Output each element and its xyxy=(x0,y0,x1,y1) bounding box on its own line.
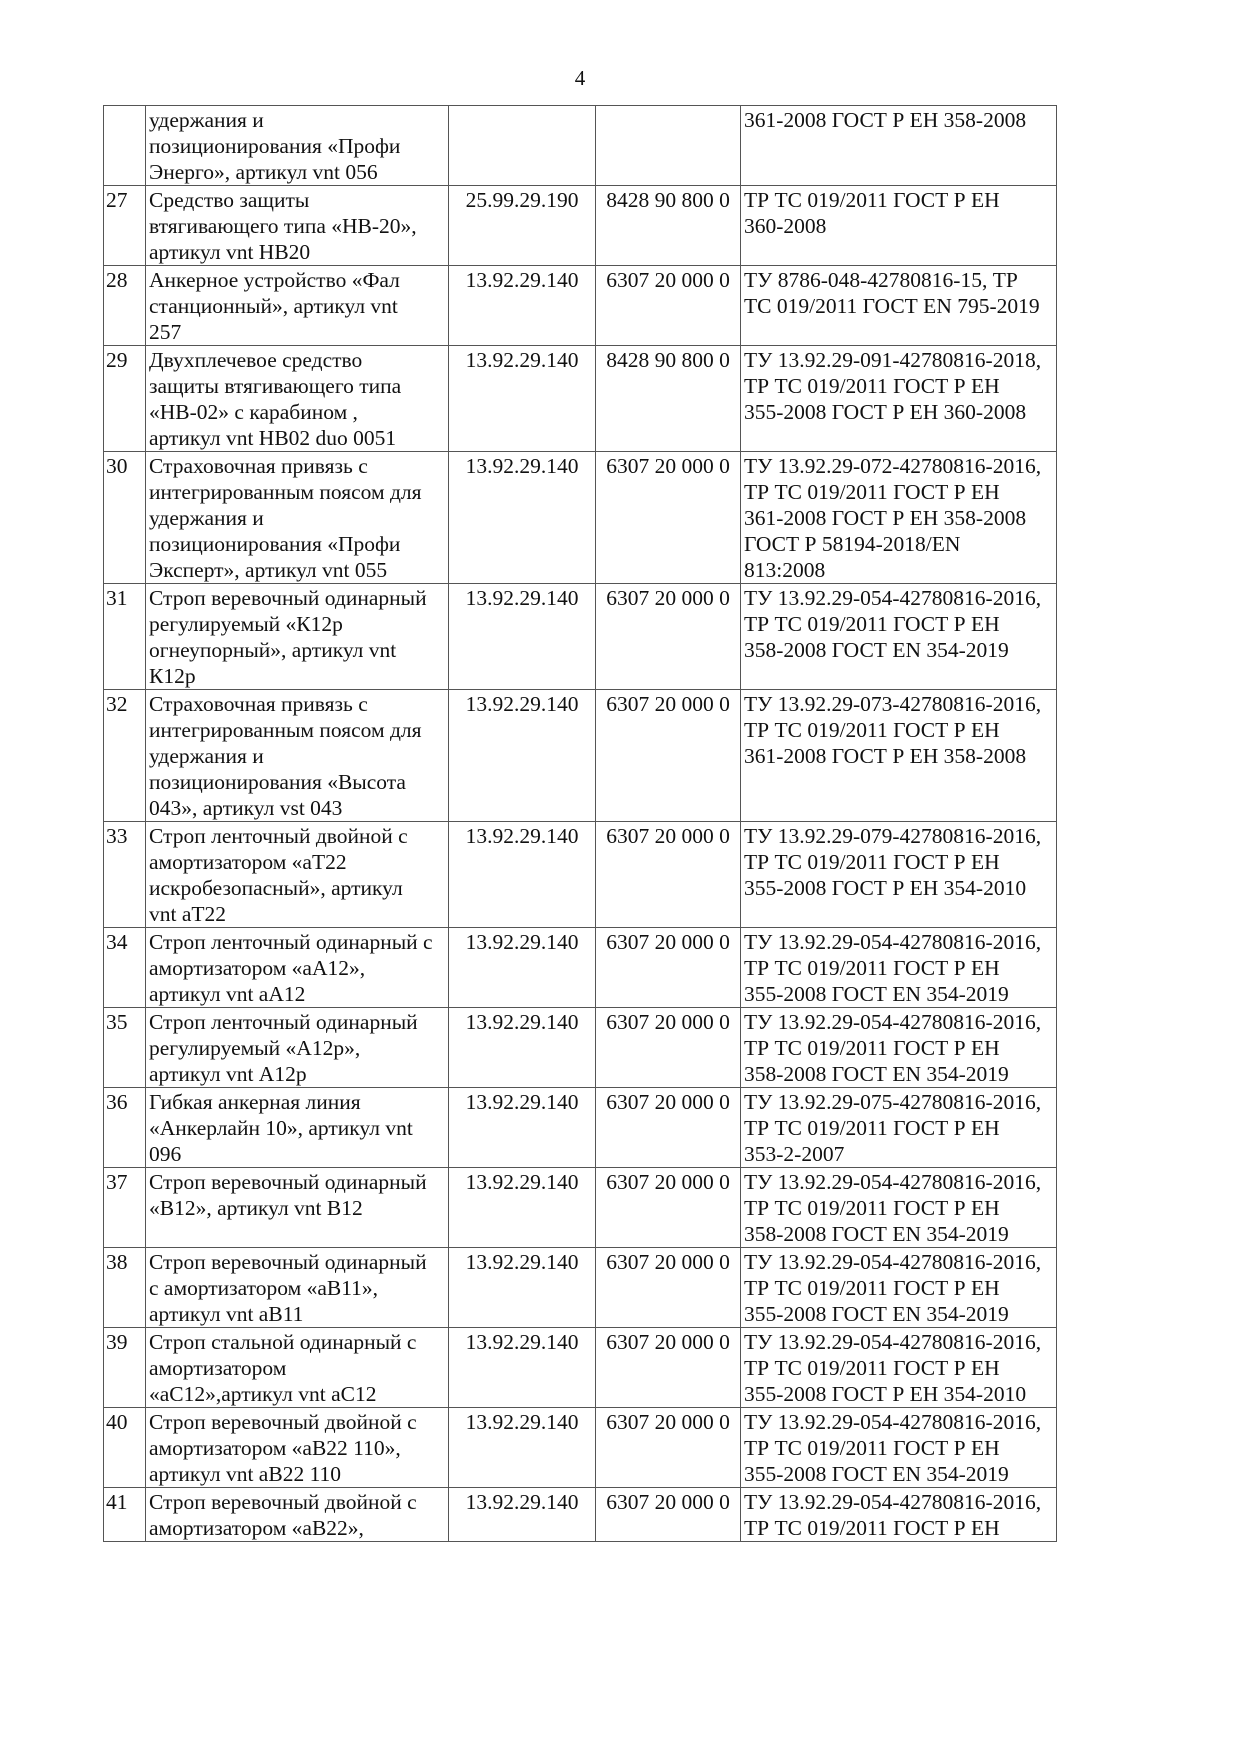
row-number: 36 xyxy=(103,1087,146,1168)
regulatory-documents: ТУ 13.92.29-079-42780816-2016, ТР ТС 019… xyxy=(740,821,1057,928)
product-name: Строп стальной одинарный с амортизатором… xyxy=(145,1327,449,1408)
regulatory-documents: ТУ 13.92.29-073-42780816-2016, ТР ТС 019… xyxy=(740,689,1057,822)
table-row: 30 Страховочная привязь с интегрированным… xyxy=(103,451,1057,584)
okpd-code: 13.92.29.140 xyxy=(448,1087,596,1168)
product-name: Гибкая анкерная линия «Анкерлайн 10», ар… xyxy=(145,1087,449,1168)
table-row: 31 Строп веревочный одинарный регулируемы… xyxy=(103,583,1057,690)
tnved-code: 6307 20 000 0 xyxy=(595,821,741,928)
row-number: 31 xyxy=(103,583,146,690)
regulatory-documents: ТУ 13.92.29-075-42780816-2016, ТР ТС 019… xyxy=(740,1087,1057,1168)
okpd-code: 13.92.29.140 xyxy=(448,689,596,822)
okpd-code: 25.99.29.190 xyxy=(448,185,596,266)
product-name: Строп веревочный двойной с амортизатором… xyxy=(145,1487,449,1542)
regulatory-documents: ТУ 13.92.29-054-42780816-2016, ТР ТС 019… xyxy=(740,1407,1057,1488)
row-number: 29 xyxy=(103,345,146,452)
tnved-code: 6307 20 000 0 xyxy=(595,1087,741,1168)
product-name: удержания и позиционирования «Профи Энер… xyxy=(145,105,449,186)
regulatory-documents: ТУ 13.92.29-054-42780816-2016, ТР ТС 019… xyxy=(740,583,1057,690)
product-name: Двухплечевое средство защиты втягивающег… xyxy=(145,345,449,452)
row-number: 34 xyxy=(103,927,146,1008)
row-number: 27 xyxy=(103,185,146,266)
row-number: 32 xyxy=(103,689,146,822)
okpd-code: 13.92.29.140 xyxy=(448,451,596,584)
okpd-code: 13.92.29.140 xyxy=(448,1407,596,1488)
table-row: 36 Гибкая анкерная линия «Анкерлайн 10», … xyxy=(103,1087,1057,1168)
row-number: 41 xyxy=(103,1487,146,1542)
table-row: 27 Средство защиты втягивающего типа «НВ-… xyxy=(103,185,1057,266)
okpd-code: 13.92.29.140 xyxy=(448,927,596,1008)
row-number: 39 xyxy=(103,1327,146,1408)
tnved-code: 6307 20 000 0 xyxy=(595,1327,741,1408)
tnved-code: 6307 20 000 0 xyxy=(595,1007,741,1088)
product-name: Строп ленточный одинарный с амортизаторо… xyxy=(145,927,449,1008)
tnved-code: 6307 20 000 0 xyxy=(595,1247,741,1328)
product-name: Строп веревочный одинарный с амортизатор… xyxy=(145,1247,449,1328)
regulatory-documents: ТУ 13.92.29-054-42780816-2016, ТР ТС 019… xyxy=(740,1247,1057,1328)
product-name: Строп веревочный двойной с амортизатором… xyxy=(145,1407,449,1488)
row-number: 37 xyxy=(103,1167,146,1248)
product-name: Строп ленточный одинарный регулируемый «… xyxy=(145,1007,449,1088)
table-row: удержания и позиционирования «Профи Энер… xyxy=(103,105,1057,186)
okpd-code xyxy=(448,105,596,186)
product-name: Анкерное устройство «Фал станционный», а… xyxy=(145,265,449,346)
regulatory-documents: 361-2008 ГОСТ Р ЕН 358-2008 xyxy=(740,105,1057,186)
okpd-code: 13.92.29.140 xyxy=(448,1327,596,1408)
regulatory-documents: ТУ 8786-048-42780816-15, ТР ТС 019/2011 … xyxy=(740,265,1057,346)
table-row: 33 Строп ленточный двойной с амортизаторо… xyxy=(103,821,1057,928)
regulatory-documents: ТУ 13.92.29-091-42780816-2018, ТР ТС 019… xyxy=(740,345,1057,452)
tnved-code: 6307 20 000 0 xyxy=(595,451,741,584)
table-row: 40 Строп веревочный двойной с амортизатор… xyxy=(103,1407,1057,1488)
tnved-code: 8428 90 800 0 xyxy=(595,185,741,266)
product-name: Средство защиты втягивающего типа «НВ-20… xyxy=(145,185,449,266)
okpd-code: 13.92.29.140 xyxy=(448,265,596,346)
tnved-code: 6307 20 000 0 xyxy=(595,265,741,346)
regulatory-documents: ТУ 13.92.29-072-42780816-2016, ТР ТС 019… xyxy=(740,451,1057,584)
row-number: 33 xyxy=(103,821,146,928)
product-name: Строп веревочный одинарный регулируемый … xyxy=(145,583,449,690)
okpd-code: 13.92.29.140 xyxy=(448,821,596,928)
row-number xyxy=(103,105,146,186)
okpd-code: 13.92.29.140 xyxy=(448,1247,596,1328)
product-name: Строп веревочный одинарный «В12», артику… xyxy=(145,1167,449,1248)
row-number: 30 xyxy=(103,451,146,584)
tnved-code: 8428 90 800 0 xyxy=(595,345,741,452)
okpd-code: 13.92.29.140 xyxy=(448,345,596,452)
regulatory-documents: ТУ 13.92.29-054-42780816-2016, ТР ТС 019… xyxy=(740,1327,1057,1408)
row-number: 28 xyxy=(103,265,146,346)
okpd-code: 13.92.29.140 xyxy=(448,1167,596,1248)
tnved-code: 6307 20 000 0 xyxy=(595,1167,741,1248)
tnved-code xyxy=(595,105,741,186)
table-row: 29 Двухплечевое средство защиты втягивающ… xyxy=(103,345,1057,452)
page-number: 4 xyxy=(574,66,586,90)
regulatory-documents: ТУ 13.92.29-054-42780816-2016, ТР ТС 019… xyxy=(740,1487,1057,1542)
regulatory-documents: ТУ 13.92.29-054-42780816-2016, ТР ТС 019… xyxy=(740,1167,1057,1248)
okpd-code: 13.92.29.140 xyxy=(448,583,596,690)
table-row: 34 Строп ленточный одинарный с амортизато… xyxy=(103,927,1057,1008)
tnved-code: 6307 20 000 0 xyxy=(595,689,741,822)
table-row: 35 Строп ленточный одинарный регулируемый… xyxy=(103,1007,1057,1088)
regulatory-documents: ТУ 13.92.29-054-42780816-2016, ТР ТС 019… xyxy=(740,1007,1057,1088)
table-row: 37 Строп веревочный одинарный «В12», арти… xyxy=(103,1167,1057,1248)
table-row: 32 Страховочная привязь с интегрированным… xyxy=(103,689,1057,822)
okpd-code: 13.92.29.140 xyxy=(448,1007,596,1088)
table-row: 38 Строп веревочный одинарный с амортизат… xyxy=(103,1247,1057,1328)
regulatory-documents: ТР ТС 019/2011 ГОСТ Р ЕН 360-2008 xyxy=(740,185,1057,266)
table-row: 39 Строп стальной одинарный с амортизатор… xyxy=(103,1327,1057,1408)
tnved-code: 6307 20 000 0 xyxy=(595,583,741,690)
product-name: Страховочная привязь с интегрированным п… xyxy=(145,451,449,584)
okpd-code: 13.92.29.140 xyxy=(448,1487,596,1542)
regulatory-documents: ТУ 13.92.29-054-42780816-2016, ТР ТС 019… xyxy=(740,927,1057,1008)
tnved-code: 6307 20 000 0 xyxy=(595,1407,741,1488)
product-name: Строп ленточный двойной с амортизатором … xyxy=(145,821,449,928)
row-number: 38 xyxy=(103,1247,146,1328)
product-name: Страховочная привязь с интегрированным п… xyxy=(145,689,449,822)
table-row: 28 Анкерное устройство «Фал станционный»,… xyxy=(103,265,1057,346)
row-number: 35 xyxy=(103,1007,146,1088)
products-table: удержания и позиционирования «Профи Энер… xyxy=(103,105,1057,1542)
tnved-code: 6307 20 000 0 xyxy=(595,927,741,1008)
tnved-code: 6307 20 000 0 xyxy=(595,1487,741,1542)
row-number: 40 xyxy=(103,1407,146,1488)
table-row: 41 Строп веревочный двойной с амортизатор… xyxy=(103,1487,1057,1542)
